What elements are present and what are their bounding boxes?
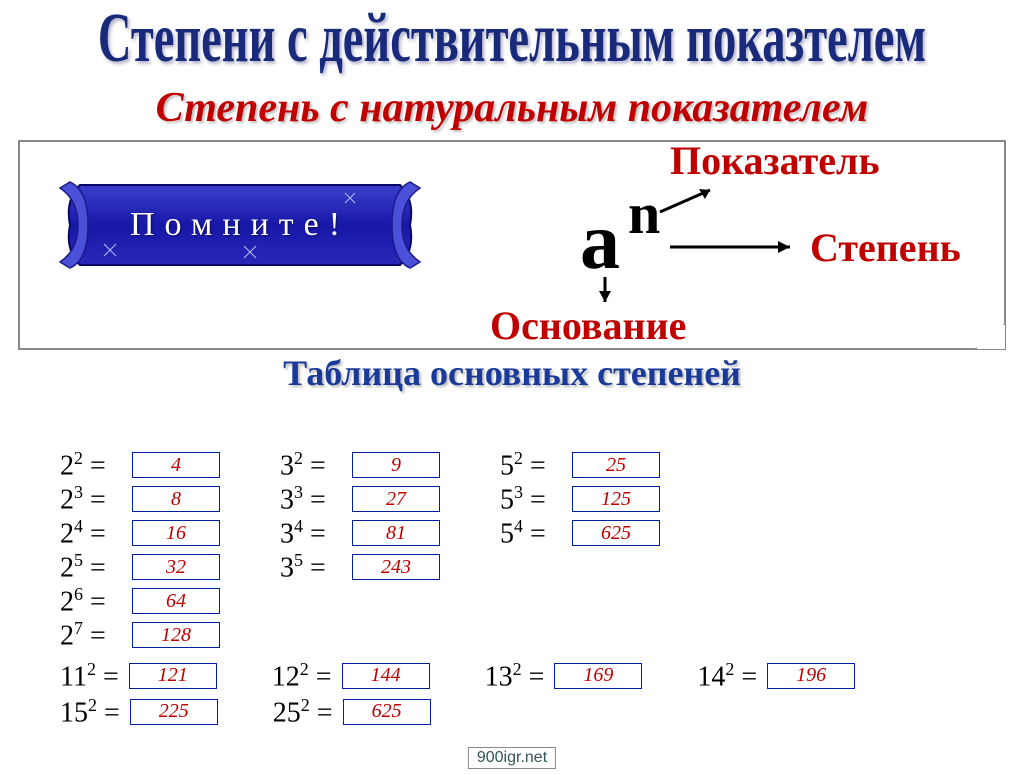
footer-link[interactable]: 900igr.net [468,747,556,769]
answer-box: 169 [554,663,642,689]
powers-column-2: 22 = 4 23 = 8 24 = 16 25 = 32 26 = 64 27 = 128 [60,448,220,652]
power-expression: 35 = [280,550,342,584]
power-entry: 22 = 4 [60,448,220,482]
power-expression: 32 = [280,448,342,482]
answer-box: 625 [572,520,660,546]
answer-box: 4 [132,452,220,478]
power-entry: 32 = 9 [280,448,440,482]
answer-box: 32 [132,554,220,580]
arrow-to-base [595,277,615,312]
power-expression: 26 = [60,584,122,618]
remember-banner: Помните! [50,170,430,280]
power-expression: 33 = [280,482,342,516]
power-expression: 252 = [273,695,333,729]
bottom-rows: 112 = 121 122 = 144 132 = 169 142 = 196 152 = 22… [60,658,855,730]
power-expression: 132 = [485,659,545,693]
an-diagram: a n Показатель Степень Основание [470,142,1004,348]
an-base: a [580,197,620,288]
power-expression: 23 = [60,482,122,516]
answer-box: 27 [352,486,440,512]
power-entry: 24 = 16 [60,516,220,550]
answer-box: 125 [572,486,660,512]
answer-box: 243 [352,554,440,580]
squares-row-2: 152 = 225 252 = 625 [60,694,855,730]
power-entry: 142 = 196 [697,659,855,693]
table-title: Таблица основных степеней [0,352,1024,394]
power-entry: 122 = 144 [272,659,430,693]
answer-box: 144 [342,663,430,689]
main-title: Степени с действительным показтелем [36,0,988,78]
power-entry: 25 = 32 [60,550,220,584]
power-entry: 152 = 225 [60,695,218,729]
power-entry: 26 = 64 [60,584,220,618]
banner-text: Помните! [50,170,430,280]
label-exponent: Показатель [670,137,880,184]
answer-box: 128 [132,622,220,648]
power-entry: 132 = 169 [485,659,643,693]
power-entry: 54 = 625 [500,516,660,550]
answer-box: 81 [352,520,440,546]
power-expression: 112 = [60,659,119,693]
power-expression: 27 = [60,618,122,652]
answer-box: 9 [352,452,440,478]
answer-box: 196 [767,663,855,689]
power-expression: 22 = [60,448,122,482]
squares-row-1: 112 = 121 122 = 144 132 = 169 142 = 196 [60,658,855,694]
power-expression: 52 = [500,448,562,482]
power-expression: 54 = [500,516,562,550]
power-entry: 252 = 625 [273,695,431,729]
label-power: Степень [810,224,961,271]
answer-box: 8 [132,486,220,512]
definition-panel: Помните! a n Показатель Степень Основани… [18,140,1006,350]
powers-column-3: 32 = 9 33 = 27 34 = 81 35 = 243 [280,448,440,584]
label-base: Основание [490,302,686,349]
power-entry: 53 = 125 [500,482,660,516]
arrow-to-power [670,237,810,257]
answer-box: 25 [572,452,660,478]
answer-box: 64 [132,588,220,614]
power-entry: 34 = 81 [280,516,440,550]
power-expression: 34 = [280,516,342,550]
answer-box: 625 [343,699,431,725]
power-expression: 142 = [697,659,757,693]
power-expression: 53 = [500,482,562,516]
answer-box: 225 [130,699,218,725]
power-entry: 35 = 243 [280,550,440,584]
powers-column-5: 52 = 25 53 = 125 54 = 625 [500,448,660,550]
power-entry: 27 = 128 [60,618,220,652]
power-entry: 33 = 27 [280,482,440,516]
subtitle: Степень с натуральным показателем [0,84,1024,132]
power-expression: 25 = [60,550,122,584]
power-entry: 52 = 25 [500,448,660,482]
answer-box: 121 [129,663,217,689]
answer-box: 16 [132,520,220,546]
power-expression: 152 = [60,695,120,729]
power-expression: 122 = [272,659,332,693]
power-entry: 23 = 8 [60,482,220,516]
power-entry: 112 = 121 [60,659,217,693]
arrow-to-exponent [655,182,735,222]
power-expression: 24 = [60,516,122,550]
